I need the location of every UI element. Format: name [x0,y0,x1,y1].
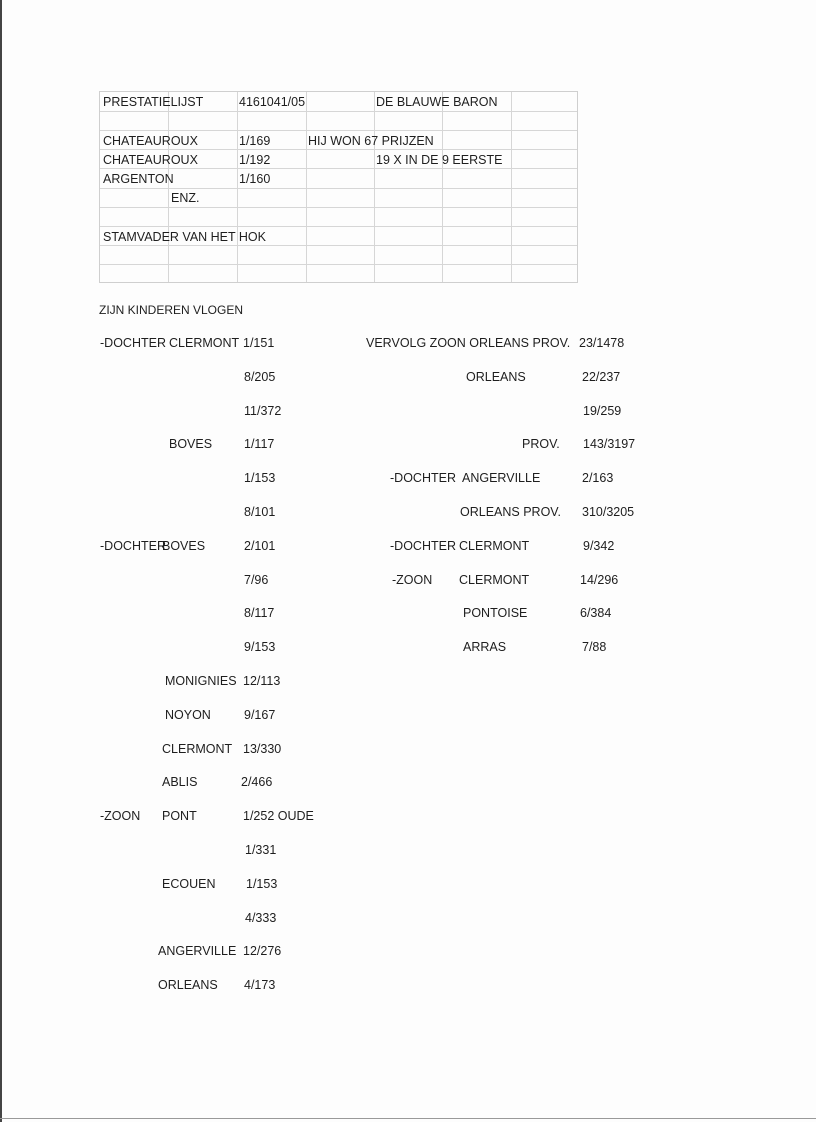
left-entry-result: 13/330 [243,741,282,756]
race-name: ARGENTON [103,172,174,186]
left-entry-result: 1/153 [244,471,276,486]
table-footer: STAMVADER VAN HET HOK [103,230,266,244]
left-entry-result: 1/331 [245,843,277,857]
right-entry-race: PROV. [522,437,560,452]
left-entry-result: 8/101 [244,505,276,519]
left-entry-result: 2/101 [244,538,276,553]
race-name: CHATEAUROUX [103,153,198,167]
race-result: 1/169 [239,134,271,148]
right-entry-race: ORLEANS [466,369,526,384]
children-heading: ZIJN KINDEREN VLOGEN [99,303,244,317]
right-entry-race: ARRAS [463,640,507,655]
left-entry-race: BOVES [169,437,213,452]
right-entry-result: 7/88 [582,640,607,655]
left-entry-race: PONT [162,809,197,824]
left-entry-result: 12/113 [243,674,281,688]
right-entry-result: 14/296 [580,572,619,587]
left-entry-race: ECOUEN [162,876,216,891]
left-entry-result: 9/167 [244,707,276,722]
right-entry-result: 6/384 [580,606,612,621]
left-entry-result: 1/153 [246,876,278,891]
left-entry-result: 2/466 [241,775,273,790]
left-entry-result: 1/151 [243,336,275,350]
right-entry-race: ORLEANS PROV. [460,505,561,519]
left-entry-race: BOVES [162,538,206,553]
scan-bottom-edge [0,1118,816,1119]
right-entry-relation: -ZOON [392,572,433,587]
left-entry-result: 8/117 [244,606,275,621]
right-entry-relation: -DOCHTER [390,471,456,486]
ring-number: 4161041/05 [239,95,306,109]
right-entry-relation: -DOCHTER [390,538,456,553]
performance-table [99,91,578,283]
left-entry-result: 11/372 [244,403,282,418]
left-entry-result: 1/252 OUDE [243,809,314,824]
left-entry-result: 4/333 [245,910,277,925]
left-entry-race: MONIGNIES [165,674,237,688]
race-note: HIJ WON 67 PRIJZEN [308,134,434,148]
left-entry-race: ANGERVILLE [158,944,237,959]
race-result: 1/160 [239,172,271,186]
left-entry-race: CLERMONT [169,336,240,350]
left-entry-race: CLERMONT [162,741,233,756]
left-entry-relation: -DOCHTER [100,538,166,553]
table-title: PRESTATIELIJST [103,95,204,109]
left-entry-race: ORLEANS [158,978,218,993]
right-entry-result: 310/3205 [582,505,635,519]
pigeon-name: DE BLAUWE BARON [376,95,498,109]
right-entry-result: 23/1478 [579,336,625,350]
right-entry-result: 2/163 [582,471,614,486]
left-entry-result: 1/117 [244,437,275,452]
right-entry-result: 22/237 [582,369,621,384]
right-entry-race: CLERMONT [459,572,530,587]
left-entry-relation: -DOCHTER [100,336,166,350]
left-entry-result: 9/153 [244,640,276,655]
right-entry-race: ANGERVILLE [462,471,541,486]
right-entry-race: PONTOISE [463,606,528,621]
right-entry-race: VERVOLG ZOON ORLEANS PROV. [366,336,571,350]
left-entry-result: 4/173 [244,978,276,993]
race-result: 1/192 [239,153,271,167]
scan-left-edge [0,0,2,1122]
left-entry-race: ABLIS [162,775,198,790]
right-entry-result: 9/342 [583,538,615,553]
left-entry-result: 12/276 [243,944,282,959]
etc-label: ENZ. [171,191,200,205]
right-entry-result: 143/3197 [583,437,636,452]
left-entry-result: 7/96 [244,572,269,587]
right-entry-result: 19/259 [583,403,622,418]
left-entry-relation: -ZOON [100,809,141,824]
right-entry-race: CLERMONT [459,538,530,553]
race-name: CHATEAUROUX [103,134,198,148]
left-entry-result: 8/205 [244,369,276,384]
left-entry-race: NOYON [165,707,211,722]
race-note: 19 X IN DE 9 EERSTE [376,153,503,167]
